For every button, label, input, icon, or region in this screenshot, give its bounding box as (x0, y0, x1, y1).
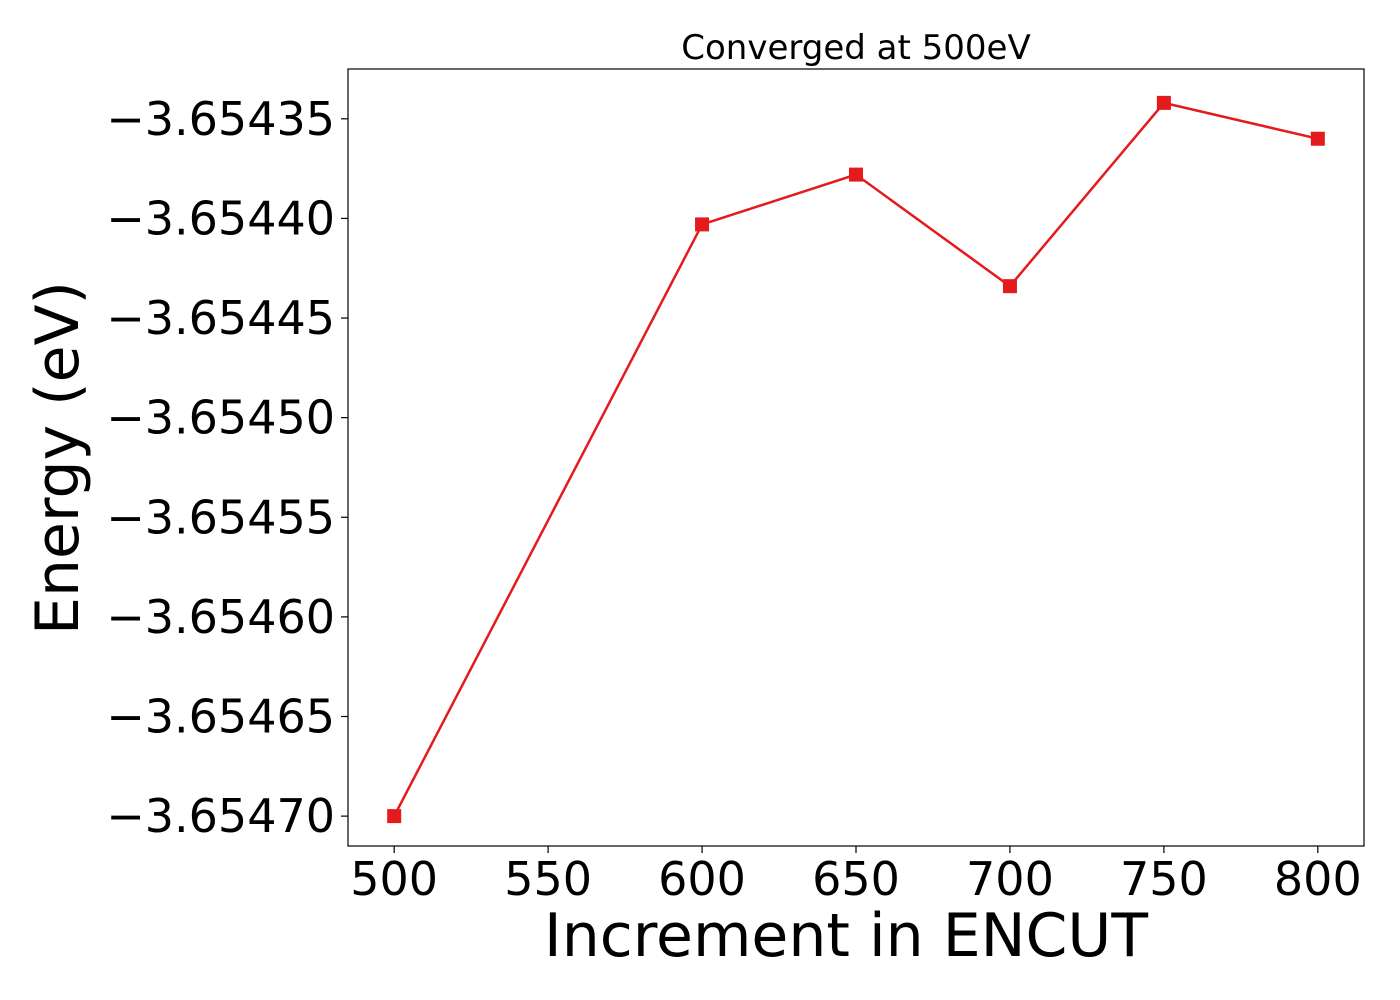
x-axis: 500 550 600 650 700 750 800 (350, 846, 1362, 906)
series-layer (387, 95, 1325, 824)
data-point (1002, 279, 1017, 294)
y-tick-label: −3.65440 (106, 191, 335, 245)
y-tick-label: −3.65445 (106, 291, 335, 345)
data-point (1156, 95, 1171, 110)
data-point (695, 217, 710, 232)
x-tick-label: 700 (966, 852, 1054, 906)
x-tick-label: 750 (1120, 852, 1208, 906)
y-tick-label: −3.65455 (106, 490, 335, 544)
x-tick-label: 600 (658, 852, 746, 906)
x-tick-label: 800 (1274, 852, 1362, 906)
y-tick-label: −3.65465 (106, 690, 335, 744)
data-point (387, 809, 402, 824)
series-line (393, 101, 1319, 817)
data-point (849, 167, 863, 182)
x-tick-label: 550 (504, 852, 592, 906)
plot-area-frame (347, 68, 1365, 847)
y-axis-title: Energy (eV) (23, 281, 93, 635)
y-axis: −3.65435 −3.65440 −3.65445 −3.65450 −3.65455… (106, 92, 348, 843)
y-tick-label: −3.65450 (106, 391, 335, 445)
y-tick-label: −3.65435 (106, 92, 335, 146)
data-point (1310, 131, 1325, 146)
y-tick-label: −3.65470 (106, 789, 335, 843)
chart-title: Converged at 500eV (681, 28, 1030, 68)
y-tick-label: −3.65460 (106, 590, 335, 644)
x-tick-label: 500 (350, 852, 438, 906)
x-tick-label: 650 (812, 852, 900, 906)
x-axis-title: Increment in ENCUT (544, 901, 1148, 971)
